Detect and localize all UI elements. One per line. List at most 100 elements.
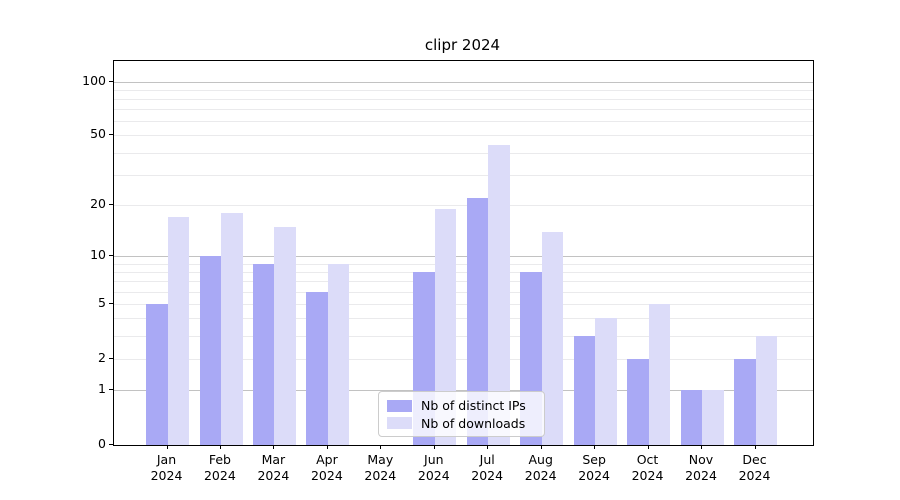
x-tick <box>433 445 435 449</box>
x-tick <box>273 445 275 449</box>
y-tick <box>109 302 113 304</box>
gridline <box>114 318 813 320</box>
x-tick-label-year: 2024 <box>631 467 664 483</box>
x-tick-label-year: 2024 <box>417 467 450 483</box>
x-tick <box>754 445 756 449</box>
x-tick <box>487 445 489 449</box>
plot-area <box>113 60 814 446</box>
gridline <box>114 281 813 283</box>
bar-distinct-ips-oct <box>627 358 649 445</box>
x-tick <box>594 445 596 449</box>
x-tick <box>166 445 168 449</box>
x-tick-label: Feb 2024 <box>188 452 252 483</box>
y-tick-label: 10 <box>90 247 106 263</box>
bar-downloads-oct <box>648 303 670 445</box>
x-tick-label-month: Sep <box>582 452 606 467</box>
gridline <box>114 81 813 83</box>
bar-downloads-mar <box>274 226 296 445</box>
gridline <box>114 174 813 176</box>
gridline <box>114 263 813 265</box>
x-tick-label-month: Apr <box>316 452 338 467</box>
x-tick-label-month: May <box>367 452 394 467</box>
legend-swatch-downloads <box>387 417 412 430</box>
x-tick <box>326 445 328 449</box>
bar-downloads-jul <box>488 145 510 445</box>
x-tick-label-month: Oct <box>636 452 659 467</box>
x-tick <box>701 445 702 449</box>
x-tick <box>219 445 221 449</box>
y-tick <box>109 134 113 136</box>
y-tick <box>109 80 113 82</box>
bar-distinct-ips-feb <box>199 256 221 445</box>
x-tick-label: Mar 2024 <box>241 452 305 483</box>
x-tick-label-year: 2024 <box>471 467 504 483</box>
y-tick-label: 2 <box>98 349 106 365</box>
x-tick-label: Jun 2024 <box>402 452 466 483</box>
bar-downloads-apr <box>327 263 350 445</box>
x-tick-label-month: Jun <box>424 452 444 467</box>
y-tick-label: 5 <box>98 294 106 310</box>
bar-downloads-nov <box>702 390 724 445</box>
x-tick-label-month: Mar <box>261 452 286 467</box>
legend-swatch-distinct-ips <box>387 399 412 412</box>
bar-downloads-feb <box>221 213 243 445</box>
y-tick <box>109 255 113 257</box>
x-tick-label-year: 2024 <box>738 467 771 483</box>
y-tick <box>109 204 113 206</box>
x-tick-label: Sep 2024 <box>562 452 626 483</box>
x-tick-label: Aug 2024 <box>509 452 573 483</box>
x-tick-label: May 2024 <box>348 452 412 483</box>
gridline <box>114 98 813 100</box>
x-tick-label-year: 2024 <box>257 467 290 483</box>
gridline <box>114 121 813 123</box>
x-tick-label-month: Feb <box>208 452 231 467</box>
gridline <box>114 89 813 91</box>
x-tick-label-month: Nov <box>688 452 714 467</box>
x-tick-label: Oct 2024 <box>616 452 680 483</box>
gridline <box>114 109 813 111</box>
bar-distinct-ips-mar <box>252 263 275 445</box>
y-tick-label: 50 <box>90 126 106 142</box>
chart-title: clipr 2024 <box>424 36 501 54</box>
bar-downloads-jan <box>167 217 189 445</box>
x-tick-label-month: Jan <box>156 452 177 467</box>
x-tick-label: Dec 2024 <box>723 452 787 483</box>
x-tick-label-year: 2024 <box>685 467 717 483</box>
x-tick <box>540 445 542 449</box>
bar-downloads-aug <box>541 231 564 445</box>
gridline <box>114 205 813 207</box>
x-tick-label-year: 2024 <box>150 467 183 483</box>
x-tick-label: Jan 2024 <box>135 452 199 483</box>
y-tick-label: 1 <box>98 381 106 397</box>
x-tick-label-year: 2024 <box>578 467 610 483</box>
y-tick <box>109 389 113 391</box>
bar-downloads-sep <box>595 318 617 445</box>
bar-downloads-jun <box>434 209 457 445</box>
gridline <box>114 271 813 273</box>
legend-label-downloads: Nb of downloads <box>421 415 526 431</box>
y-tick <box>109 444 113 445</box>
gridline <box>114 303 813 305</box>
legend: Nb of distinct IPs Nb of downloads <box>378 391 545 437</box>
legend-item-distinct-ips: Nb of distinct IPs <box>387 398 536 413</box>
y-tick-label: 100 <box>82 72 106 88</box>
y-tick-label: 20 <box>90 196 106 212</box>
x-tick-label-year: 2024 <box>310 467 343 483</box>
x-tick <box>647 445 649 449</box>
legend-item-downloads: Nb of downloads <box>387 416 536 431</box>
bar-distinct-ips-nov <box>680 390 702 445</box>
legend-label-distinct-ips: Nb of distinct IPs <box>421 398 526 414</box>
bar-distinct-ips-apr <box>306 291 328 445</box>
gridline <box>114 152 813 154</box>
x-tick-label-year: 2024 <box>203 467 236 483</box>
x-tick-label-month: Jul <box>479 452 495 467</box>
bar-distinct-ips-jul <box>466 198 489 445</box>
gridline <box>114 135 813 137</box>
y-tick <box>109 357 113 359</box>
x-tick-label-year: 2024 <box>364 467 397 483</box>
x-tick-label: Nov 2024 <box>669 452 733 483</box>
x-tick <box>380 445 382 449</box>
bar-distinct-ips-sep <box>573 335 596 445</box>
x-tick-label-month: Aug <box>528 452 553 467</box>
